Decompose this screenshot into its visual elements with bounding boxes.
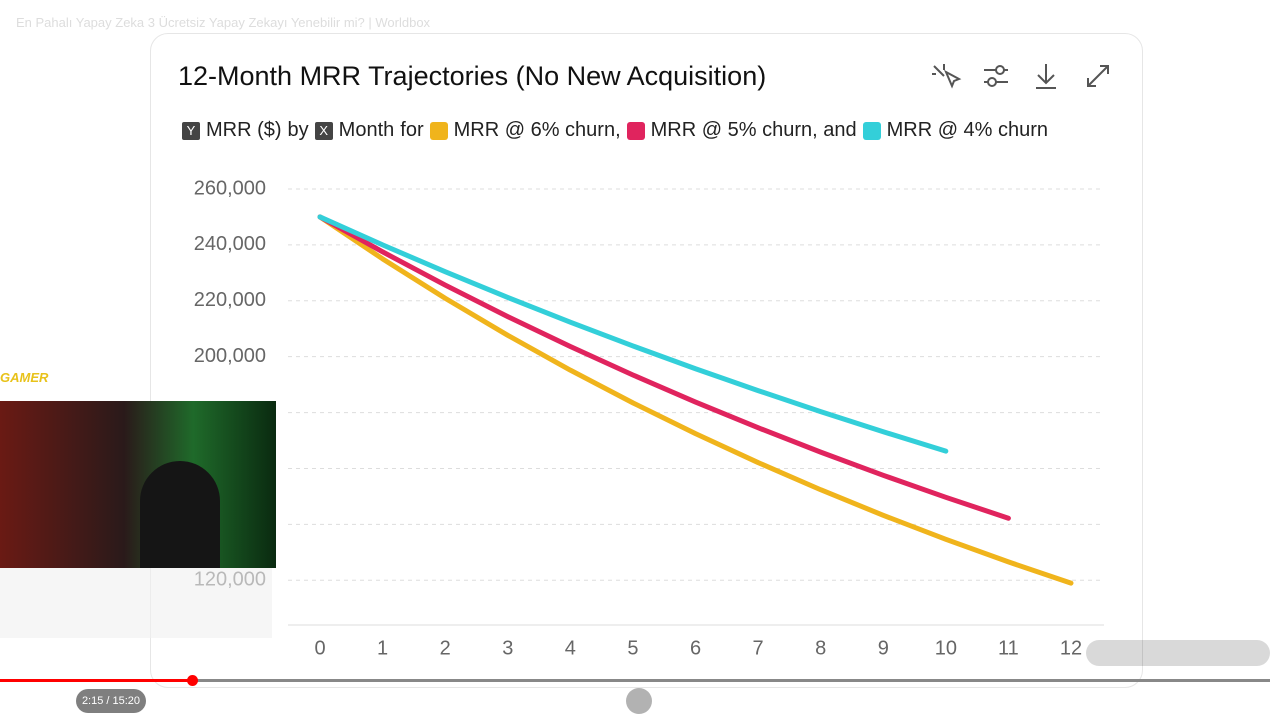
progress-played — [0, 679, 193, 682]
x-tick-label: 4 — [565, 637, 576, 659]
x-tick-label: 0 — [314, 637, 325, 659]
y-label: MRR ($) — [206, 119, 282, 141]
legend-word: , and — [812, 119, 857, 141]
settings-knob — [987, 77, 997, 87]
x-tick-label: 10 — [935, 637, 957, 659]
x-tick-label: 2 — [440, 637, 451, 659]
y-badge: Y — [182, 121, 200, 140]
expand-icon[interactable] — [1087, 65, 1109, 87]
legend-swatch — [862, 121, 881, 140]
x-tick-label: 7 — [753, 637, 764, 659]
x-tick-label: 9 — [878, 637, 889, 659]
action-bar[interactable] — [1086, 640, 1270, 666]
overlay-tag: GAMER — [0, 370, 49, 385]
x-tick-label: 12 — [1060, 637, 1082, 659]
chart-title: 12-Month MRR Trajectories (No New Acquis… — [178, 61, 766, 91]
x-tick-label: 8 — [815, 637, 826, 659]
series-line — [317, 214, 1074, 586]
progress-track — [0, 679, 1270, 682]
legend-word: by — [287, 119, 309, 141]
x-badge: X — [314, 121, 333, 140]
y-tick-label: 260,000 — [194, 177, 266, 199]
series-line — [317, 214, 1011, 521]
y-tick-label: 220,000 — [194, 289, 266, 311]
scrubber[interactable] — [187, 675, 198, 686]
streamer — [140, 461, 220, 568]
time-display: 2:15 / 15:20 — [76, 689, 146, 713]
download-icon[interactable] — [1036, 64, 1056, 89]
legend: Y MRR ($) by X Month for MRR @ 6% churn,… — [182, 119, 1048, 142]
x-label: Month — [338, 119, 395, 141]
x-tick-label: 5 — [627, 637, 638, 659]
legend-label: MRR @ 4% churn — [886, 119, 1049, 141]
legend-label: MRR @ 6% churn — [453, 119, 616, 141]
x-tick-label: 1 — [377, 637, 388, 659]
legend-swatch — [429, 121, 448, 140]
video-title: En Pahalı Yapay Zeka 3 Ücretsiz Yapay Ze… — [16, 15, 431, 30]
x-tick-label: 6 — [690, 637, 701, 659]
toolbar[interactable] — [932, 64, 1109, 89]
legend-label: MRR @ 5% churn — [650, 119, 813, 141]
x-tick-label: 11 — [998, 637, 1019, 659]
x-tick-label: 3 — [502, 637, 513, 659]
y-tick-label: 200,000 — [194, 345, 266, 367]
webcam — [0, 401, 276, 568]
settings-knob — [995, 65, 1005, 75]
legend-word: , — [615, 119, 621, 141]
chart-card — [150, 33, 1143, 688]
select-icon[interactable] — [932, 64, 962, 89]
series-line — [317, 214, 949, 454]
y-tick-label: 240,000 — [194, 233, 266, 255]
up-button[interactable] — [626, 688, 652, 714]
legend-swatch — [626, 121, 645, 140]
legend-word: for — [400, 119, 424, 141]
chat-overlay — [0, 568, 272, 638]
